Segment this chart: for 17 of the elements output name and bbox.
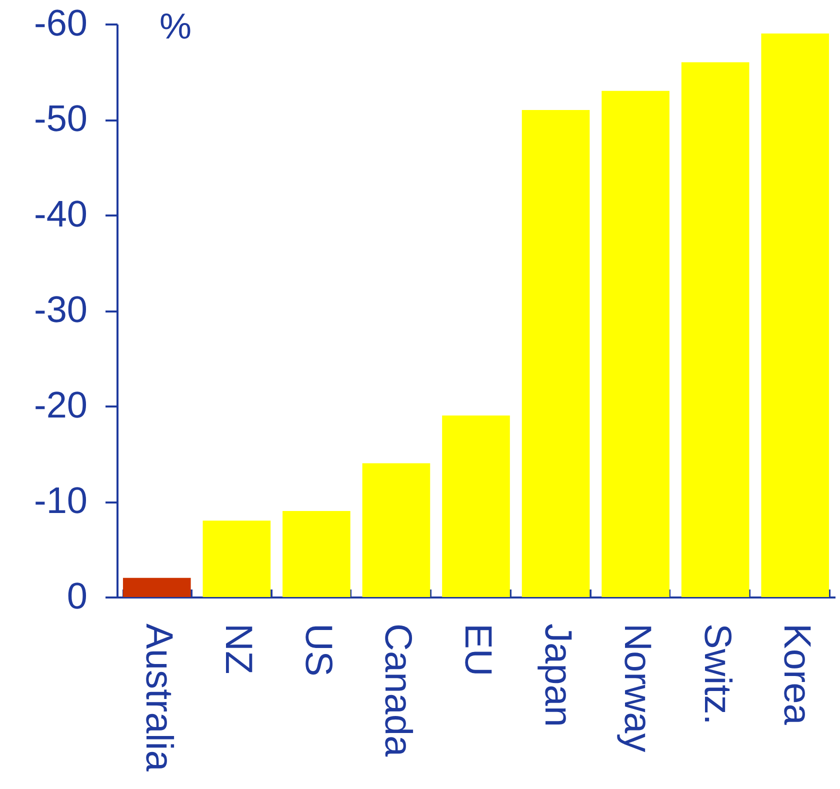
y-axis-title: %	[160, 6, 192, 46]
y-tick-label: -60	[34, 2, 88, 44]
y-tick-label: -20	[34, 384, 88, 426]
x-tick-label: Japan	[536, 624, 578, 728]
x-tick-label: NZ	[217, 624, 260, 674]
x-tick-label: Switz.	[696, 624, 738, 725]
y-tick-label: -50	[34, 98, 88, 139]
x-tick-label: EU	[456, 624, 498, 676]
y-tick-label: -30	[34, 289, 88, 330]
y-tick-label: -40	[34, 194, 88, 234]
x-tick-label: Australia	[137, 624, 180, 772]
x-tick-label: US	[296, 624, 339, 676]
x-tick-label: Canada	[376, 624, 419, 758]
x-tick-label: Norway	[616, 624, 658, 752]
x-tick-label: Korea	[776, 624, 818, 726]
y-tick-label: -10	[34, 480, 88, 521]
y-tick-label: 0	[66, 576, 88, 616]
